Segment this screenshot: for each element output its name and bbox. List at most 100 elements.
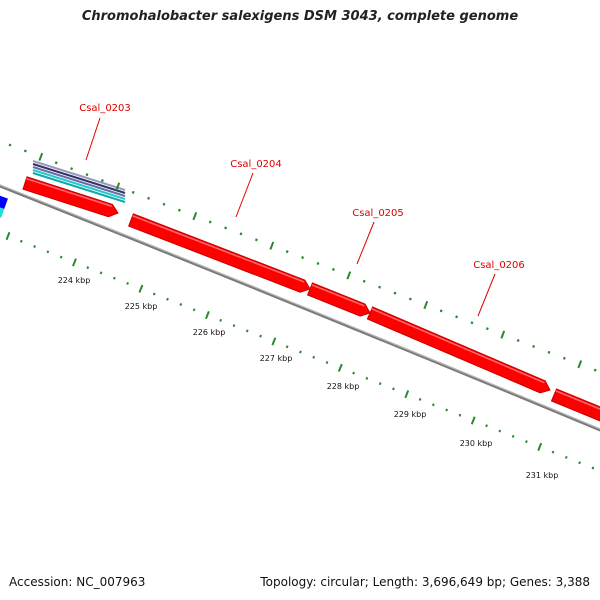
- inner-minor-tick: [312, 355, 316, 359]
- genome-summary-text: Topology: circular; Length: 3,696,649 bp…: [260, 575, 590, 589]
- outer-minor-tick: [485, 327, 489, 331]
- inner-major-tick: [138, 284, 144, 293]
- outer-major-tick: [500, 330, 506, 339]
- gene-label-csal_0203[interactable]: Csal_0203: [79, 103, 131, 114]
- inner-minor-tick: [392, 387, 395, 391]
- outer-minor-tick: [100, 179, 104, 183]
- outer-major-tick: [346, 271, 352, 280]
- outer-minor-tick: [562, 356, 566, 360]
- gene-arrow-highlight: [311, 284, 365, 307]
- scale-label: 226 kbp: [193, 328, 226, 337]
- outer-minor-tick: [393, 291, 397, 295]
- outer-major-tick: [115, 182, 121, 191]
- gene-label-csal_0204[interactable]: Csal_0204: [230, 159, 282, 170]
- gene-arrow-csal_0206[interactable]: [366, 306, 551, 394]
- outer-minor-tick: [362, 279, 366, 283]
- outer-minor-tick: [54, 161, 58, 165]
- scale-label: 225 kbp: [125, 302, 158, 311]
- inner-minor-tick: [299, 350, 302, 354]
- outer-minor-tick: [147, 196, 151, 200]
- callout-line-csal_0205: [356, 221, 375, 265]
- outer-minor-tick: [254, 238, 258, 242]
- inner-minor-tick: [445, 408, 449, 412]
- inner-minor-tick: [232, 324, 236, 328]
- inner-minor-tick: [99, 271, 103, 275]
- outer-minor-tick: [70, 167, 74, 171]
- outer-minor-tick: [516, 339, 520, 343]
- outer-minor-tick: [331, 267, 335, 271]
- outer-minor-tick: [408, 297, 412, 301]
- inner-minor-tick: [166, 297, 169, 301]
- feature-stripe-stack[interactable]: [32, 160, 126, 203]
- outer-minor-tick: [439, 309, 443, 313]
- outer-minor-tick: [239, 232, 243, 236]
- outer-major-tick: [577, 360, 583, 369]
- scale-label: 224 kbp: [58, 276, 91, 285]
- scale-labels: 224 kbp 225 kbp 226 kbp 227 kbp 228 kbp 229 k…: [58, 276, 559, 480]
- inner-minor-tick: [551, 450, 555, 454]
- inner-minor-tick: [378, 382, 382, 386]
- blue-feature-block[interactable]: [0, 194, 8, 209]
- callout-line-csal_0206: [477, 273, 496, 317]
- scale-label: 228 kbp: [327, 382, 360, 391]
- inner-minor-tick: [418, 397, 422, 401]
- scale-label: 231 kbp: [526, 471, 559, 480]
- outer-minor-tick: [162, 202, 166, 206]
- gene-callouts: Csal_0203 Csal_0204 Csal_0205 Csal_0206: [79, 103, 525, 317]
- gene-arrow-csal_0203[interactable]: [22, 176, 119, 218]
- gene-arrow-highlight: [26, 178, 112, 207]
- inner-major-tick: [337, 363, 343, 372]
- callout-line-csal_0203: [85, 117, 101, 161]
- outer-major-tick: [423, 300, 429, 310]
- outer-minor-tick: [23, 149, 27, 153]
- outer-minor-tick: [224, 226, 228, 230]
- gene-arrow-track: [22, 176, 600, 422]
- outer-minor-tick: [208, 220, 212, 224]
- outer-minor-tick: [177, 208, 181, 212]
- inner-minor-tick: [365, 376, 369, 380]
- cyan-feature-block[interactable]: [0, 206, 5, 218]
- inner-minor-tick: [458, 413, 462, 417]
- inner-minor-tick: [591, 466, 595, 470]
- inner-minor-tick: [525, 440, 528, 444]
- inner-minor-tick: [564, 455, 568, 459]
- inner-minor-tick: [19, 239, 23, 243]
- inner-minor-tick: [578, 461, 581, 465]
- outer-minor-tick: [8, 143, 12, 147]
- outer-minor-tick: [285, 250, 289, 254]
- gene-arrow-csal_0205[interactable]: [306, 282, 371, 317]
- inner-minor-tick: [179, 303, 183, 307]
- inner-major-tick: [271, 337, 277, 346]
- inner-tick-track: [5, 231, 595, 470]
- outer-minor-tick: [470, 321, 474, 325]
- inner-minor-tick: [126, 281, 130, 285]
- inner-minor-tick: [285, 345, 289, 349]
- inner-minor-tick: [431, 403, 435, 407]
- inner-minor-tick: [86, 266, 90, 270]
- outer-minor-tick: [316, 261, 320, 266]
- gene-label-csal_0206[interactable]: Csal_0206: [473, 260, 525, 271]
- inner-minor-tick: [352, 371, 355, 375]
- callout-line-csal_0204: [235, 172, 254, 218]
- inner-minor-tick: [498, 429, 502, 433]
- inner-minor-tick: [245, 329, 249, 333]
- inner-minor-tick: [325, 361, 329, 365]
- outer-minor-tick: [547, 350, 551, 354]
- inner-major-tick: [404, 390, 410, 399]
- scale-label: 227 kbp: [260, 354, 293, 363]
- outer-major-tick: [192, 212, 198, 221]
- inner-major-tick: [72, 258, 77, 267]
- outer-minor-tick: [378, 285, 382, 289]
- inner-major-tick: [537, 442, 543, 451]
- inner-major-tick: [5, 231, 11, 241]
- gene-arrow-csal_0204[interactable]: [128, 213, 311, 293]
- inner-minor-tick: [511, 434, 515, 438]
- outer-minor-tick: [593, 368, 597, 372]
- gene-arrow-highlight: [555, 390, 600, 410]
- gene-label-csal_0205[interactable]: Csal_0205: [352, 208, 404, 219]
- scale-label: 229 kbp: [394, 410, 427, 419]
- outer-minor-tick: [532, 344, 536, 348]
- gene-arrow-offscreen[interactable]: [550, 388, 600, 422]
- inner-minor-tick: [33, 245, 36, 249]
